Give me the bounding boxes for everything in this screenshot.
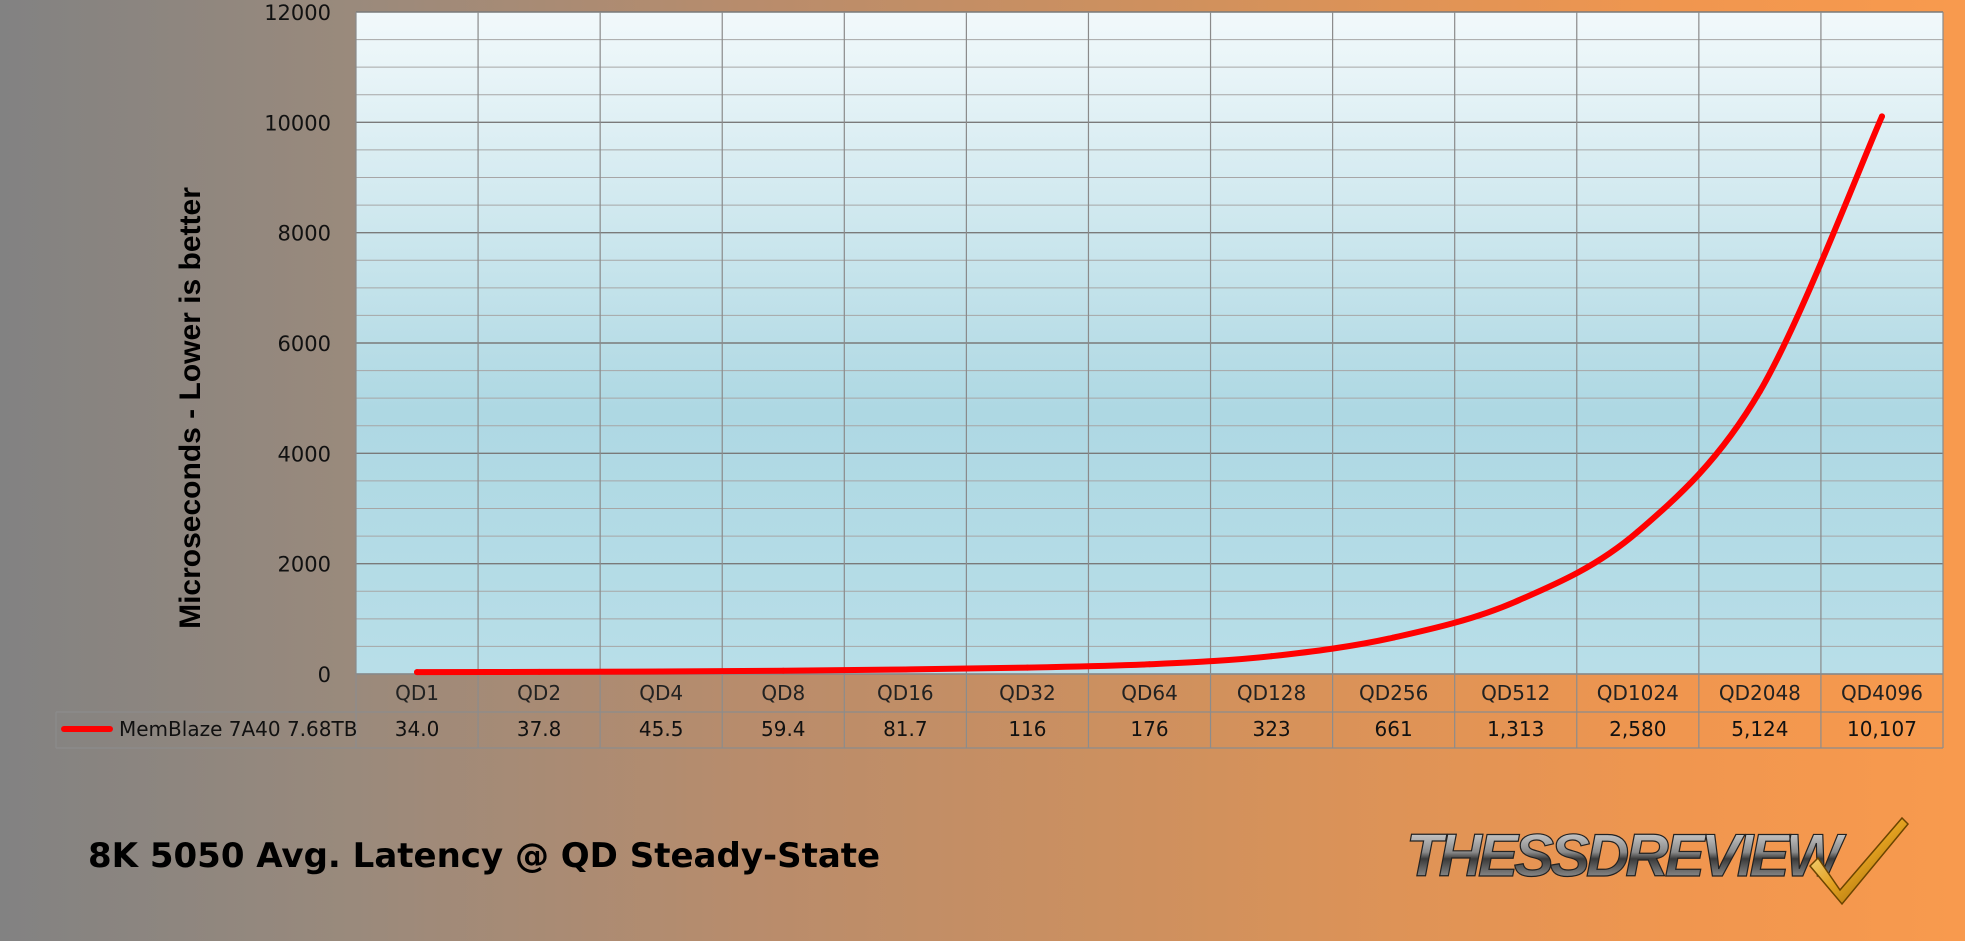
data-point [1390, 634, 1397, 641]
data-label: 323 [1252, 717, 1290, 741]
data-point [1756, 388, 1763, 395]
data-point [1024, 664, 1031, 671]
data-label: 10,107 [1847, 717, 1917, 741]
checkmark-icon [1808, 816, 1910, 906]
y-tick-label: 2000 [278, 553, 331, 577]
x-category-label: QD2048 [1719, 681, 1801, 705]
data-label: 34.0 [395, 717, 440, 741]
y-tick-label: 6000 [278, 332, 331, 356]
x-category-label: QD1 [395, 681, 439, 705]
data-point [1878, 113, 1885, 120]
y-tick-label: 4000 [278, 442, 331, 466]
x-category-label: QD512 [1481, 681, 1550, 705]
data-point [902, 666, 909, 673]
x-category-label: QD256 [1359, 681, 1428, 705]
data-point [536, 668, 543, 675]
y-tick-label: 12000 [264, 1, 331, 25]
data-point [658, 668, 665, 675]
data-label: 5,124 [1731, 717, 1788, 741]
x-category-label: QD4096 [1841, 681, 1923, 705]
y-tick-label: 0 [318, 663, 331, 687]
data-label: 2,580 [1609, 717, 1666, 741]
series-line [414, 113, 1885, 676]
data-table: QD1 QD2 QD4 QD8 QD16 QD32 QD64 QD128 QD256 QD512 Q… [55, 673, 1944, 749]
logo-text: THESSDREVIEW [1406, 822, 1846, 889]
x-category-label: QD1024 [1597, 681, 1679, 705]
y-tick-label: 8000 [278, 222, 331, 246]
y-axis-label: Microseconds - Lower is better [174, 187, 207, 629]
data-label: 81.7 [883, 717, 928, 741]
data-point [780, 667, 787, 674]
data-label: 1,313 [1487, 717, 1544, 741]
chart-title: 8K 5050 Avg. Latency @ QD Steady-State [88, 836, 881, 876]
data-label: 661 [1375, 717, 1413, 741]
y-axis-ticks: 0 2000 4000 6000 8000 10000 12000 [264, 1, 331, 687]
data-point [1512, 598, 1519, 605]
x-category-label: QD128 [1237, 681, 1306, 705]
data-label: 176 [1130, 717, 1168, 741]
x-category-label: QD2 [517, 681, 561, 705]
data-label: 37.8 [517, 717, 562, 741]
data-point [1634, 528, 1641, 535]
site-logo: THESSDREVIEW [1405, 816, 1910, 906]
x-category-label: QD8 [761, 681, 805, 705]
series-group [414, 113, 1885, 676]
y-tick-label: 10000 [264, 111, 331, 135]
x-category-label: QD32 [999, 681, 1056, 705]
data-point [414, 669, 421, 676]
data-label: 59.4 [761, 717, 806, 741]
grid [355, 11, 1944, 675]
x-category-label: QD16 [877, 681, 934, 705]
data-label: 116 [1008, 717, 1046, 741]
x-category-label: QD64 [1121, 681, 1178, 705]
data-point [1268, 653, 1275, 660]
data-label: 45.5 [639, 717, 684, 741]
legend-label: MemBlaze 7A40 7.68TB [119, 717, 357, 741]
x-category-label: QD4 [639, 681, 683, 705]
data-point [1146, 661, 1153, 668]
